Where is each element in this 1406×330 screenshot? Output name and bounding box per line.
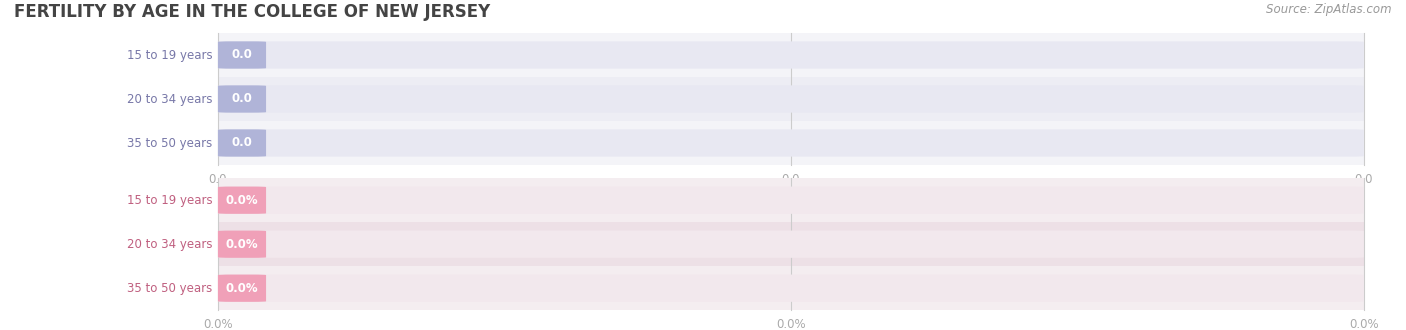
FancyBboxPatch shape (218, 231, 1364, 258)
FancyBboxPatch shape (218, 85, 1364, 113)
Text: 0.0: 0.0 (232, 137, 253, 149)
FancyBboxPatch shape (218, 129, 1364, 157)
FancyBboxPatch shape (218, 41, 1364, 69)
Text: FERTILITY BY AGE IN THE COLLEGE OF NEW JERSEY: FERTILITY BY AGE IN THE COLLEGE OF NEW J… (14, 3, 491, 21)
Text: 20 to 34 years: 20 to 34 years (127, 92, 212, 106)
Bar (218, 222, 1364, 266)
Text: 0.0%: 0.0% (226, 194, 259, 207)
FancyBboxPatch shape (218, 186, 266, 214)
Text: 35 to 50 years: 35 to 50 years (127, 282, 212, 295)
Text: 15 to 19 years: 15 to 19 years (127, 194, 212, 207)
FancyBboxPatch shape (218, 231, 266, 258)
Text: Source: ZipAtlas.com: Source: ZipAtlas.com (1267, 3, 1392, 16)
FancyBboxPatch shape (218, 129, 266, 157)
Bar (218, 178, 1364, 222)
Text: 35 to 50 years: 35 to 50 years (127, 137, 212, 149)
Text: 0.0%: 0.0% (226, 282, 259, 295)
Text: 15 to 19 years: 15 to 19 years (127, 49, 212, 61)
FancyBboxPatch shape (218, 275, 1364, 302)
FancyBboxPatch shape (218, 41, 266, 69)
FancyBboxPatch shape (218, 186, 1364, 214)
Bar (218, 77, 1364, 121)
Text: 0.0%: 0.0% (226, 238, 259, 251)
Bar (218, 121, 1364, 165)
Bar (218, 266, 1364, 310)
Text: 0.0: 0.0 (232, 92, 253, 106)
FancyBboxPatch shape (218, 85, 266, 113)
Text: 0.0: 0.0 (232, 49, 253, 61)
Text: 20 to 34 years: 20 to 34 years (127, 238, 212, 251)
FancyBboxPatch shape (218, 275, 266, 302)
Bar (218, 33, 1364, 77)
